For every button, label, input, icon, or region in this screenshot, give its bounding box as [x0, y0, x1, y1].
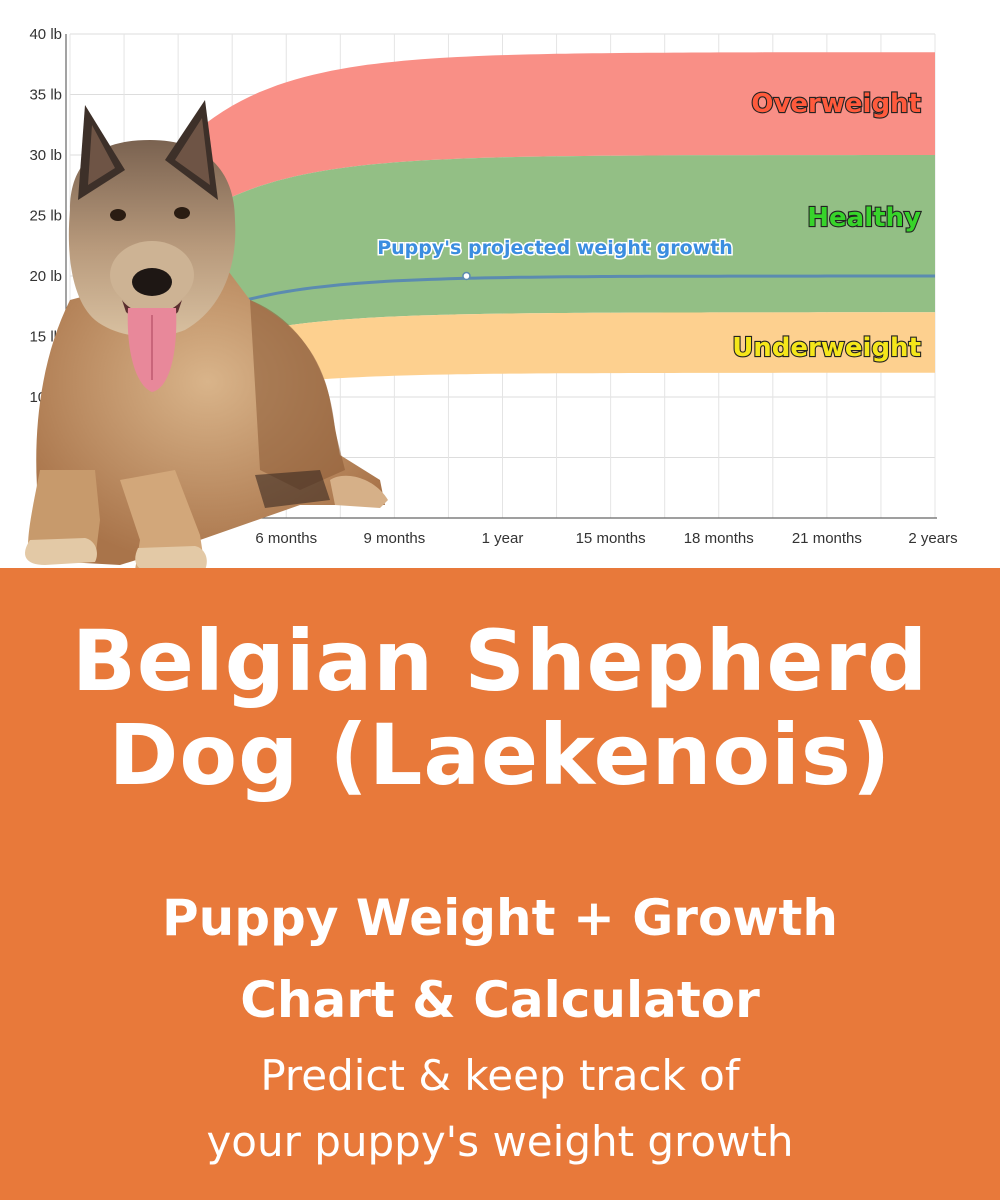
x-tick-label: 6 months [255, 530, 317, 547]
dog-nose [132, 268, 172, 296]
x-tick-label: 18 months [684, 530, 754, 547]
dog-paw-left [25, 538, 97, 565]
band-label-overweight: Overweight [751, 89, 921, 119]
band-overweight [124, 52, 936, 288]
band-underweight [124, 312, 936, 426]
dog-ear-right-inner [175, 118, 210, 185]
dog-front-leg-right [120, 470, 205, 568]
dog-eye-right [174, 207, 190, 219]
growth-series-label: Puppy's projected weight growth [377, 237, 733, 259]
dog-paw-right [135, 546, 207, 568]
y-tick-label: 20 lb [29, 268, 62, 285]
tagline-line-2: your puppy's weight growth [206, 1117, 794, 1166]
x-tick-label: 21 months [792, 530, 862, 547]
y-tick-label: 35 lb [29, 87, 62, 104]
growth-marker [462, 271, 471, 281]
growth-line [123, 274, 935, 366]
dog-shadow [255, 470, 330, 508]
dog-ear-left-inner [88, 125, 115, 185]
title-line-1: Belgian Shepherd [71, 612, 929, 710]
dog-head [68, 140, 236, 337]
dog-front-leg-left [28, 470, 100, 560]
y-tick-label: 30 lb [29, 147, 62, 164]
subtitle-line-1: Puppy Weight + Growth [162, 889, 838, 947]
dog-eye-left [110, 209, 126, 221]
x-tick-label: 1 year [482, 530, 524, 547]
x-tick-label: 15 months [576, 530, 646, 547]
band-label-healthy: Healthy [807, 203, 921, 233]
dog-photo [25, 100, 388, 568]
subtitle-line-2: Chart & Calculator [240, 971, 760, 1029]
y-tick-label: 25 lb [29, 208, 62, 225]
x-tick-label: 9 months [364, 530, 426, 547]
x-tick-label: 2 years [908, 530, 957, 547]
band-healthy [124, 155, 936, 388]
dog-hind-paw [330, 475, 388, 508]
y-tick-label: 40 lb [29, 26, 62, 43]
chart-bands [124, 52, 936, 426]
title-line-2: Dog (Laekenois) [108, 706, 892, 804]
chart-lines [123, 271, 935, 366]
dog-saddle [250, 300, 345, 490]
title-banner: Belgian Shepherd Dog (Laekenois) Puppy W… [0, 568, 1000, 1200]
band-label-underweight: Underweight [732, 333, 921, 363]
chart-labels: Puppy's projected weight growth Overweigh… [376, 88, 922, 364]
tagline-line-1: Predict & keep track of [260, 1051, 740, 1100]
